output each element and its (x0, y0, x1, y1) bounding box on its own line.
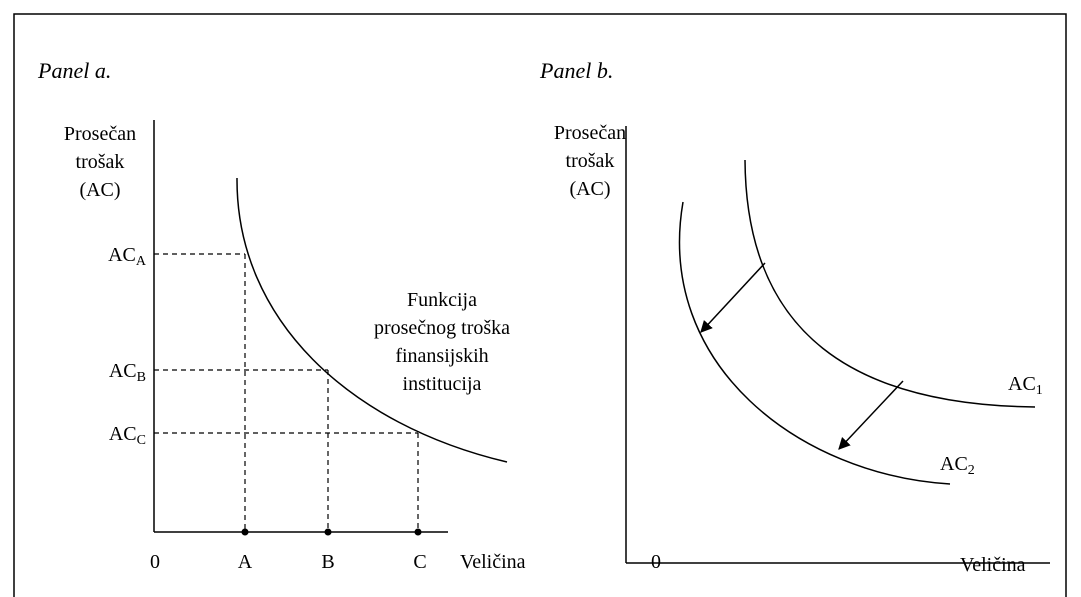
shift-arrow (838, 380, 904, 450)
point (241, 528, 249, 536)
panel-title: Panel a. (37, 58, 111, 83)
y-label: trošak (76, 151, 125, 173)
y-label: Prosečan (64, 123, 136, 145)
y-label: Prosečan (554, 122, 626, 144)
cost-curve (744, 159, 1036, 408)
y-level: ACB (109, 360, 146, 385)
frame (13, 13, 1067, 597)
y-level: ACC (109, 423, 146, 448)
panel-title: Panel b. (539, 58, 613, 83)
x-point: A (238, 551, 253, 573)
curve-label: AC2 (940, 453, 975, 478)
y-label: trošak (566, 150, 615, 172)
point (414, 528, 422, 536)
curve-label: Funkcija (407, 289, 477, 311)
curve-label: AC1 (1008, 373, 1043, 398)
x-point: C (413, 551, 426, 573)
shift-arrow (700, 262, 766, 333)
point (324, 528, 332, 536)
y-label: (AC) (79, 179, 120, 201)
y-label: (AC) (569, 178, 610, 200)
curve-label: finansijskih (395, 345, 488, 367)
cost-curve (236, 177, 508, 463)
x-label: Veličina (960, 554, 1026, 576)
curve-label: institucija (403, 373, 482, 395)
cost-curve (678, 201, 951, 485)
curve-label: prosečnog troška (374, 317, 510, 339)
x-label: Veličina (460, 551, 526, 573)
y-level: ACA (108, 244, 147, 269)
origin: 0 (651, 551, 661, 573)
origin: 0 (150, 551, 160, 573)
x-point: B (321, 551, 334, 573)
